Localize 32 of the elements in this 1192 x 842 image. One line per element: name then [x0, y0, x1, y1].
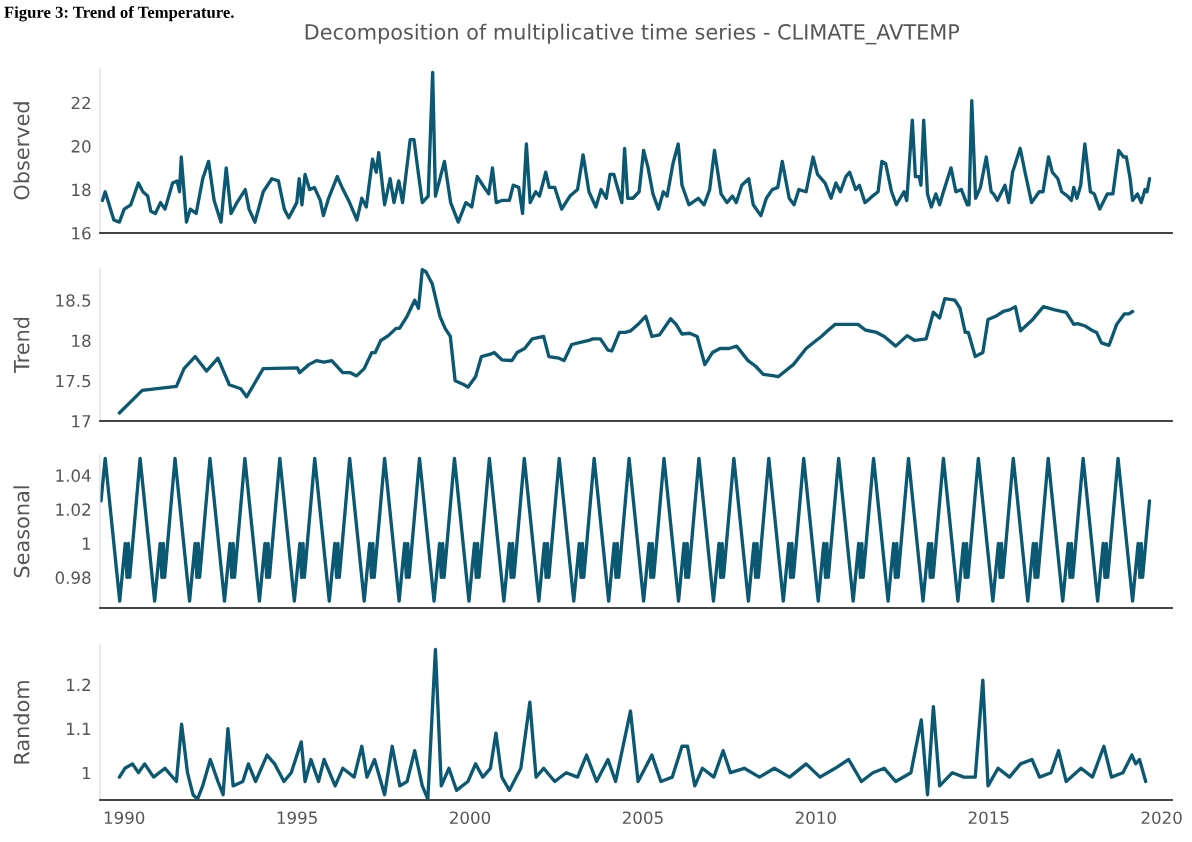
y-axis-title: Random	[13, 681, 30, 764]
y-axis-title: Observed	[13, 102, 30, 200]
caption: Figure 3: Trend of Temperature.	[4, 6, 234, 22]
y-tick-label: 20	[71, 140, 91, 153]
y-tick-label: 1.04	[56, 469, 91, 482]
y-tick-label: 17.5	[56, 374, 91, 388]
y-tick-label: 1.2	[66, 678, 90, 691]
y-tick-label: 1.1	[66, 722, 91, 735]
line-series	[100, 456, 1152, 603]
y-tick-label: 22	[71, 96, 90, 110]
x-tick-label: 2010	[795, 811, 836, 825]
y-tick-label: 18	[72, 334, 91, 348]
y-tick-label: 18	[72, 183, 91, 197]
x-tick-label: 1995	[277, 811, 317, 825]
y-tick-label: 1.02	[56, 503, 90, 516]
line-series	[117, 647, 1148, 800]
x-tick-label: 2000	[450, 811, 491, 825]
y-tick-label: 1	[82, 537, 91, 550]
y-tick-label: 17	[72, 415, 91, 428]
x-tick-label: 1990	[104, 811, 145, 825]
line-series	[117, 268, 1135, 415]
y-axis-title: Trend	[13, 317, 30, 374]
x-tick-label: 2015	[968, 811, 1009, 825]
chart-title: Decomposition of multiplicative time series - CLIMATE_AVTEMP	[305, 23, 960, 45]
line-series	[100, 70, 1152, 224]
x-tick-label: 2020	[1141, 811, 1182, 825]
y-tick-label: 18.5	[56, 294, 91, 307]
x-tick-label: 2005	[622, 811, 663, 825]
y-tick-label: 0.98	[55, 571, 91, 584]
y-axis-title: Seasonal	[13, 486, 30, 578]
y-tick-label: 16	[72, 226, 91, 240]
y-tick-label: 1	[82, 766, 91, 780]
